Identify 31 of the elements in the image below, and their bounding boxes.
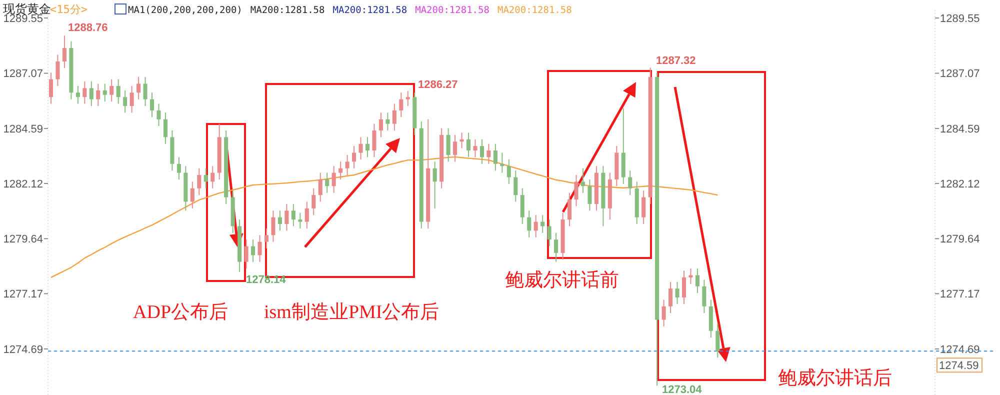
y-tick-label: 1282.12 bbox=[3, 178, 43, 190]
annotation: MA200:1281.58 bbox=[497, 5, 572, 16]
y-tick-label: 1287.07 bbox=[3, 68, 43, 80]
y-tick-label: 1277.17 bbox=[3, 288, 43, 301]
y2-tick-label: 1289.55 bbox=[940, 13, 980, 26]
y2-tick-label: 1277.17 bbox=[940, 288, 980, 301]
ref-line-label: 1274.59 bbox=[939, 360, 979, 372]
annotation: MA200:1281.58 bbox=[332, 5, 408, 16]
annotation: 1288.76 bbox=[68, 22, 108, 34]
annotation: 1286.27 bbox=[418, 79, 458, 91]
annotation: ism制造业PMI公布后 bbox=[264, 302, 440, 323]
annotation: ADP公布后 bbox=[133, 302, 228, 323]
annotation: 鲍威尔讲话前 bbox=[505, 270, 619, 291]
annotation: MA200:1281.58 bbox=[415, 5, 490, 16]
text: 鲍威尔讲话后 bbox=[778, 368, 892, 389]
annotation: MA200:1281.58 bbox=[250, 5, 326, 16]
annotation: 1278.14 bbox=[246, 274, 287, 286]
y-tick-label: 1274.69 bbox=[3, 344, 43, 356]
y2-tick-label: 1279.64 bbox=[940, 234, 980, 246]
chart-subtitle: <15分> bbox=[50, 3, 88, 16]
y2-tick-label: 1282.12 bbox=[940, 178, 980, 190]
annotation: MA1(200,200,200,200) bbox=[128, 5, 242, 16]
y-tick-label: 1289.55 bbox=[3, 13, 43, 26]
y2-tick-label: 1274.69 bbox=[940, 344, 980, 356]
y-tick-label: 1284.59 bbox=[3, 123, 43, 136]
y-tick-label: 1279.64 bbox=[3, 234, 43, 246]
annotation: 1273.04 bbox=[662, 384, 703, 395]
y2-tick-label: 1287.07 bbox=[940, 68, 980, 80]
chart-title: 现货黄金 bbox=[3, 2, 51, 16]
y2-tick-label: 1284.59 bbox=[940, 123, 980, 136]
annotation: 1287.32 bbox=[656, 55, 696, 67]
